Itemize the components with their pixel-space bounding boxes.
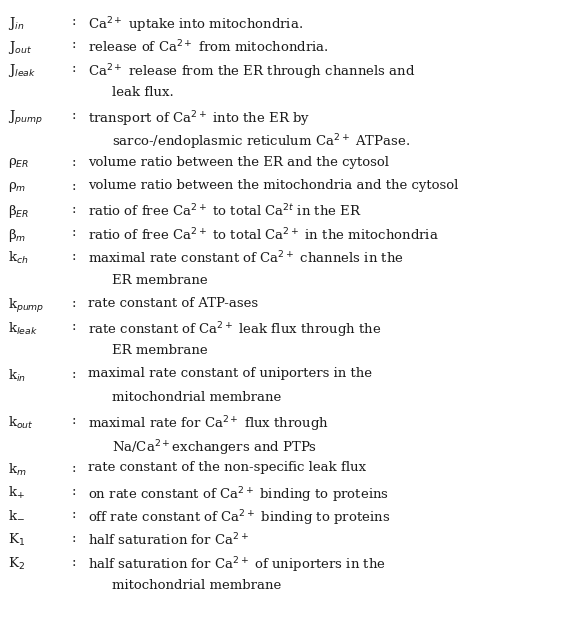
Text: k$_{out}$: k$_{out}$ xyxy=(8,415,34,431)
Text: Ca$^{2+}$ release from the ER through channels and: Ca$^{2+}$ release from the ER through ch… xyxy=(88,62,415,82)
Text: volume ratio between the mitochondria and the cytosol: volume ratio between the mitochondria an… xyxy=(88,180,458,192)
Text: β$_{ER}$: β$_{ER}$ xyxy=(8,203,29,220)
Text: transport of Ca$^{2+}$ into the ER by: transport of Ca$^{2+}$ into the ER by xyxy=(88,109,310,128)
Text: Na/Ca$^{2+}$exchangers and PTPs: Na/Ca$^{2+}$exchangers and PTPs xyxy=(112,438,317,458)
Text: :: : xyxy=(72,461,77,475)
Text: rate constant of the non-specific leak flux: rate constant of the non-specific leak f… xyxy=(88,461,366,475)
Text: :: : xyxy=(72,367,77,380)
Text: :: : xyxy=(72,180,77,192)
Text: :: : xyxy=(72,509,77,521)
Text: half saturation for Ca$^{2+}$: half saturation for Ca$^{2+}$ xyxy=(88,532,249,549)
Text: J$_{out}$: J$_{out}$ xyxy=(8,38,32,56)
Text: :: : xyxy=(72,156,77,169)
Text: release of Ca$^{2+}$ from mitochondria.: release of Ca$^{2+}$ from mitochondria. xyxy=(88,38,329,55)
Text: k$_{m}$: k$_{m}$ xyxy=(8,461,27,477)
Text: k$_{+}$: k$_{+}$ xyxy=(8,485,25,501)
Text: J$_{leak}$: J$_{leak}$ xyxy=(8,62,36,79)
Text: mitochondrial membrane: mitochondrial membrane xyxy=(112,579,281,592)
Text: k$_{in}$: k$_{in}$ xyxy=(8,367,26,383)
Text: J$_{in}$: J$_{in}$ xyxy=(8,15,24,32)
Text: :: : xyxy=(72,532,77,545)
Text: k$_{leak}$: k$_{leak}$ xyxy=(8,321,38,337)
Text: :: : xyxy=(72,38,77,52)
Text: maximal rate constant of Ca$^{2+}$ channels in the: maximal rate constant of Ca$^{2+}$ chann… xyxy=(88,250,404,266)
Text: leak flux.: leak flux. xyxy=(112,86,174,98)
Text: k$_{ch}$: k$_{ch}$ xyxy=(8,250,28,266)
Text: ratio of free Ca$^{2+}$ to total Ca$^{2t}$ in the ER: ratio of free Ca$^{2+}$ to total Ca$^{2t… xyxy=(88,203,362,220)
Text: β$_{m}$: β$_{m}$ xyxy=(8,226,26,243)
Text: on rate constant of Ca$^{2+}$ binding to proteins: on rate constant of Ca$^{2+}$ binding to… xyxy=(88,485,389,505)
Text: maximal rate for Ca$^{2+}$ flux through: maximal rate for Ca$^{2+}$ flux through xyxy=(88,415,329,434)
Text: k$_{pump}$: k$_{pump}$ xyxy=(8,297,45,315)
Text: K$_{2}$: K$_{2}$ xyxy=(8,555,25,572)
Text: :: : xyxy=(72,415,77,427)
Text: :: : xyxy=(72,297,77,310)
Text: k$_{-}$: k$_{-}$ xyxy=(8,509,25,521)
Text: :: : xyxy=(72,250,77,263)
Text: ER membrane: ER membrane xyxy=(112,344,208,357)
Text: rate constant of Ca$^{2+}$ leak flux through the: rate constant of Ca$^{2+}$ leak flux thr… xyxy=(88,321,381,340)
Text: :: : xyxy=(72,15,77,28)
Text: volume ratio between the ER and the cytosol: volume ratio between the ER and the cyto… xyxy=(88,156,389,169)
Text: K$_{1}$: K$_{1}$ xyxy=(8,532,25,548)
Text: :: : xyxy=(72,226,77,240)
Text: ρ$_{m}$: ρ$_{m}$ xyxy=(8,180,26,194)
Text: rate constant of ATP-ases: rate constant of ATP-ases xyxy=(88,297,258,310)
Text: mitochondrial membrane: mitochondrial membrane xyxy=(112,391,281,404)
Text: off rate constant of Ca$^{2+}$ binding to proteins: off rate constant of Ca$^{2+}$ binding t… xyxy=(88,509,390,528)
Text: J$_{pump}$: J$_{pump}$ xyxy=(8,109,43,127)
Text: :: : xyxy=(72,485,77,498)
Text: ρ$_{ER}$: ρ$_{ER}$ xyxy=(8,156,30,170)
Text: :: : xyxy=(72,62,77,75)
Text: :: : xyxy=(72,555,77,569)
Text: half saturation for Ca$^{2+}$ of uniporters in the: half saturation for Ca$^{2+}$ of uniport… xyxy=(88,555,386,575)
Text: sarco-/endoplasmic reticulum Ca$^{2+}$ ATPase.: sarco-/endoplasmic reticulum Ca$^{2+}$ A… xyxy=(112,132,410,152)
Text: :: : xyxy=(72,203,77,216)
Text: :: : xyxy=(72,109,77,122)
Text: maximal rate constant of uniporters in the: maximal rate constant of uniporters in t… xyxy=(88,367,372,380)
Text: :: : xyxy=(72,321,77,334)
Text: ratio of free Ca$^{2+}$ to total Ca$^{2+}$ in the mitochondria: ratio of free Ca$^{2+}$ to total Ca$^{2+… xyxy=(88,226,439,243)
Text: ER membrane: ER membrane xyxy=(112,273,208,286)
Text: Ca$^{2+}$ uptake into mitochondria.: Ca$^{2+}$ uptake into mitochondria. xyxy=(88,15,303,35)
